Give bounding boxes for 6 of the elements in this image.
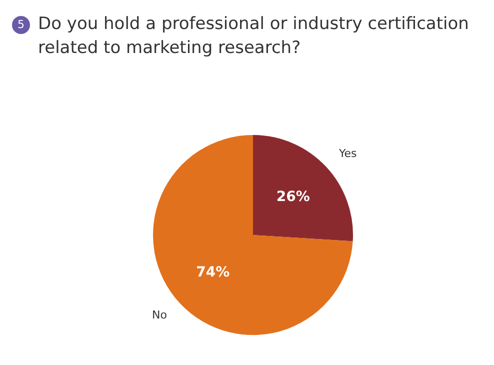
data-label: 26% bbox=[276, 188, 310, 205]
data-label: 74% bbox=[196, 264, 230, 280]
slice-label: No bbox=[152, 308, 168, 322]
number-badge: 5 bbox=[12, 16, 30, 34]
chart-title: Do you hold a professional or industry certification related to marketing research? bbox=[38, 13, 470, 60]
slice-label: Yes bbox=[338, 147, 358, 160]
